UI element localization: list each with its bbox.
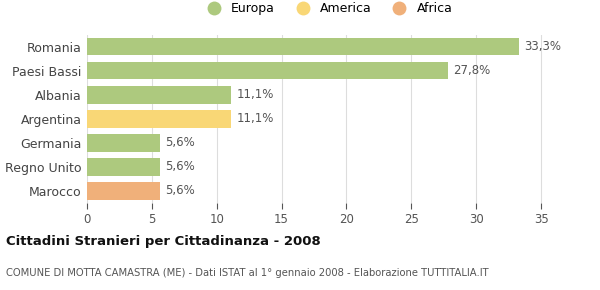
Bar bbox=[87, 158, 160, 176]
Bar bbox=[87, 62, 448, 79]
Text: 11,1%: 11,1% bbox=[236, 113, 274, 125]
Text: 27,8%: 27,8% bbox=[453, 64, 490, 77]
Text: 5,6%: 5,6% bbox=[165, 160, 194, 173]
Text: 5,6%: 5,6% bbox=[165, 184, 194, 197]
Text: Cittadini Stranieri per Cittadinanza - 2008: Cittadini Stranieri per Cittadinanza - 2… bbox=[6, 235, 321, 248]
Text: 5,6%: 5,6% bbox=[165, 136, 194, 149]
Legend: Europa, America, Africa: Europa, America, Africa bbox=[196, 0, 458, 20]
Bar bbox=[87, 38, 519, 55]
Text: 11,1%: 11,1% bbox=[236, 88, 274, 102]
Bar bbox=[87, 86, 231, 104]
Bar bbox=[87, 110, 231, 128]
Text: COMUNE DI MOTTA CAMASTRA (ME) - Dati ISTAT al 1° gennaio 2008 - Elaborazione TUT: COMUNE DI MOTTA CAMASTRA (ME) - Dati IST… bbox=[6, 267, 488, 278]
Text: 33,3%: 33,3% bbox=[524, 40, 561, 53]
Bar bbox=[87, 182, 160, 200]
Bar bbox=[87, 134, 160, 152]
